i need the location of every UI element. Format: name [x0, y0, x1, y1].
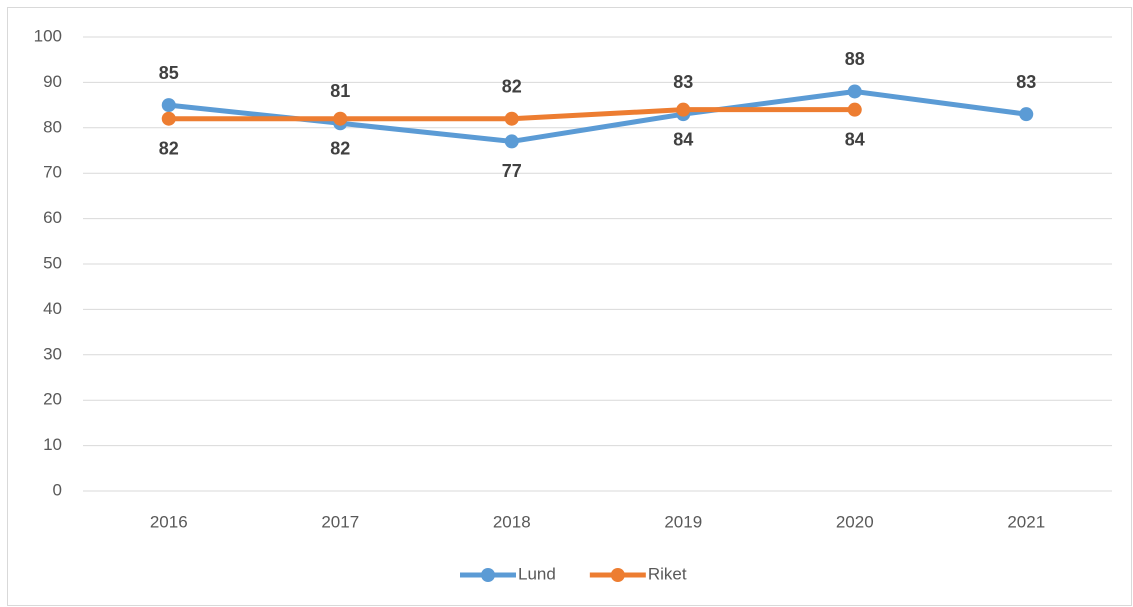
point [333, 111, 348, 126]
point [847, 84, 862, 99]
x-tick-label: 2016 [150, 512, 188, 531]
y-tick-label: 10 [43, 435, 62, 454]
data-label: 85 [159, 63, 179, 83]
legend-marker [610, 568, 625, 582]
legend-marker [481, 568, 495, 582]
y-tick-label: 70 [43, 163, 62, 182]
y-tick-label: 60 [43, 208, 62, 227]
y-tick-label: 100 [34, 26, 62, 45]
y-tick-label: 30 [43, 344, 62, 363]
point [847, 102, 862, 117]
data-label: 81 [330, 81, 350, 101]
point [161, 98, 176, 113]
data-label: 88 [845, 49, 865, 69]
point [161, 111, 176, 126]
point [1019, 107, 1034, 122]
y-tick-label: 40 [43, 299, 62, 318]
x-tick-label: 2018 [493, 512, 531, 531]
y-tick-label: 0 [53, 480, 62, 499]
x-tick-label: 2020 [836, 512, 874, 531]
data-label: 82 [159, 138, 179, 158]
data-label: 83 [673, 72, 693, 92]
data-label: 82 [330, 138, 350, 158]
legend-label: Lund [518, 564, 556, 583]
data-label: 82 [502, 76, 522, 96]
data-label: 77 [502, 161, 522, 181]
y-tick-label: 80 [43, 117, 62, 136]
x-tick-label: 2021 [1007, 512, 1045, 531]
data-label: 84 [845, 129, 865, 149]
y-tick-label: 20 [43, 390, 62, 409]
point [504, 134, 519, 149]
legend-label: Riket [648, 564, 687, 583]
data-label: 83 [1016, 72, 1036, 92]
y-tick-label: 50 [43, 253, 62, 272]
point [676, 102, 691, 117]
y-tick-label: 90 [43, 72, 62, 91]
x-tick-label: 2019 [664, 512, 702, 531]
x-tick-label: 2017 [321, 512, 359, 531]
point [504, 111, 519, 126]
data-label: 84 [673, 129, 693, 149]
